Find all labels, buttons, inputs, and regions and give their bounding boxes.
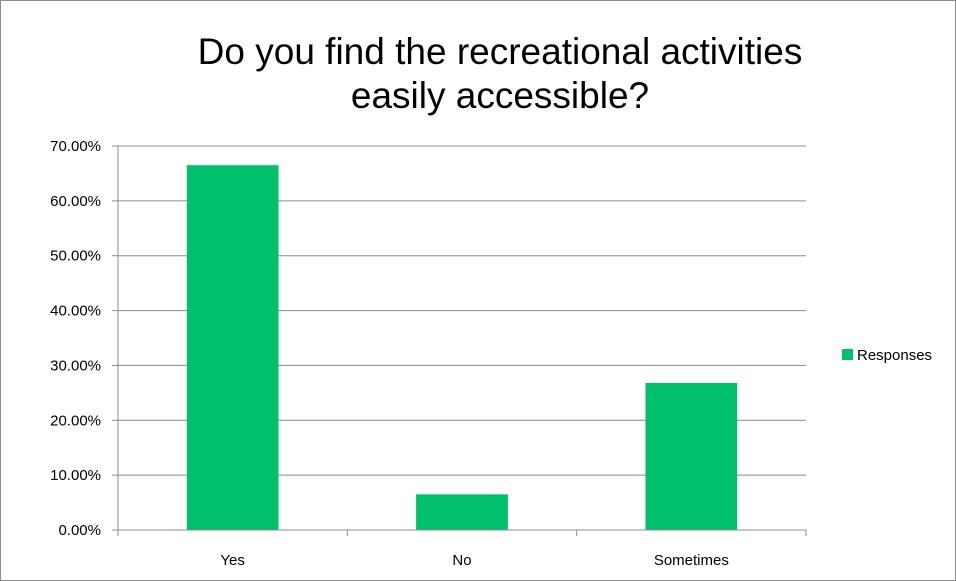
bars (186, 165, 738, 530)
chart-title-line-2: easily accessible? (350, 75, 650, 116)
y-tick-labels: 0.00% 10.00% 20.00% 30.00% 40.00% 50.00% 60.00… (50, 138, 101, 539)
legend-swatch (842, 349, 853, 360)
y-tick-label: 30.00% (50, 357, 101, 374)
y-tick-label: 60.00% (50, 193, 101, 210)
x-tick-label: No (452, 552, 471, 569)
chart-title-line-1: Do you find the recreational activities (197, 31, 803, 72)
y-tick-label: 50.00% (50, 248, 101, 265)
y-tick-label: 0.00% (58, 522, 101, 539)
bar-no[interactable] (416, 494, 508, 530)
y-tick-label: 70.00% (50, 138, 101, 155)
x-tick-labels: Yes No Sometimes (220, 552, 728, 569)
y-tick-label: 10.00% (50, 467, 101, 484)
axes (117, 146, 807, 536)
x-tick-label: Sometimes (654, 552, 729, 569)
bar-sometimes[interactable] (645, 382, 738, 530)
y-tick-label: 40.00% (50, 303, 101, 320)
bar-yes[interactable] (186, 165, 279, 530)
x-tick-label: Yes (220, 552, 244, 569)
chart-title: Do you find the recreational activities … (0, 30, 956, 118)
y-tick-label: 20.00% (50, 412, 101, 429)
legend[interactable]: Responses (842, 347, 932, 364)
legend-label: Responses (857, 347, 932, 364)
